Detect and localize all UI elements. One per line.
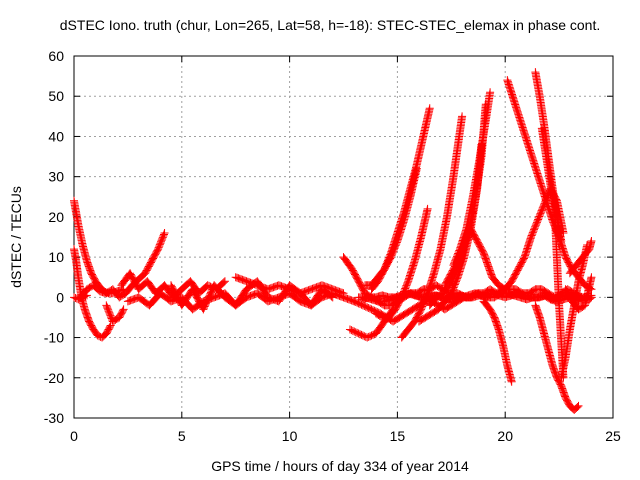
x-tick-label: 25 bbox=[605, 428, 621, 444]
data-point bbox=[338, 288, 347, 297]
data-point bbox=[118, 306, 127, 315]
plot-frame bbox=[73, 55, 614, 419]
data-point bbox=[159, 230, 168, 239]
data-point bbox=[507, 377, 516, 386]
data-series bbox=[361, 164, 421, 290]
data-series bbox=[371, 204, 432, 322]
y-tick-label: 10 bbox=[48, 249, 64, 265]
data-point bbox=[218, 279, 227, 288]
data-series bbox=[479, 297, 516, 386]
y-tick-label: 30 bbox=[48, 169, 64, 185]
x-tick-label: 10 bbox=[282, 428, 298, 444]
x-tick-label: 0 bbox=[70, 428, 78, 444]
tick-labels: 0 5 10 15 20 25 -30 -20 -10 0 10 20 30 40 50 60 bbox=[44, 48, 621, 444]
data-point bbox=[458, 112, 467, 121]
data-series bbox=[397, 112, 467, 342]
chart-title: dSTEC Iono. truth (chur, Lon=265, Lat=58… bbox=[60, 17, 600, 33]
data-series bbox=[449, 88, 495, 270]
data-points bbox=[70, 68, 596, 414]
data-series bbox=[531, 301, 583, 414]
data-series bbox=[231, 273, 348, 298]
x-tick-label: 15 bbox=[390, 428, 406, 444]
data-point bbox=[587, 273, 596, 282]
data-point bbox=[573, 402, 582, 411]
data-point bbox=[160, 228, 169, 237]
data-point bbox=[220, 277, 229, 286]
y-tick-label: 20 bbox=[48, 209, 64, 225]
data-point bbox=[572, 403, 581, 412]
y-tick-label: -10 bbox=[44, 330, 64, 346]
y-tick-label: -30 bbox=[44, 410, 64, 426]
data-point bbox=[106, 321, 115, 330]
y-tick-label: 60 bbox=[48, 48, 64, 64]
data-point bbox=[425, 104, 434, 113]
data-point bbox=[486, 88, 495, 97]
x-axis-label: GPS time / hours of day 334 of year 2014 bbox=[211, 458, 469, 474]
data-point bbox=[587, 237, 596, 246]
data-series bbox=[561, 273, 596, 314]
data-point bbox=[587, 293, 596, 302]
data-point bbox=[105, 322, 114, 331]
data-point bbox=[423, 204, 432, 213]
data-series bbox=[102, 301, 128, 326]
y-tick-label: -20 bbox=[44, 370, 64, 386]
y-tick-label: 0 bbox=[56, 289, 64, 305]
y-axis-label: dSTEC / TECUs bbox=[8, 186, 24, 288]
y-tick-label: 40 bbox=[48, 128, 64, 144]
data-point bbox=[557, 237, 566, 246]
x-tick-label: 20 bbox=[497, 428, 513, 444]
data-point bbox=[574, 401, 583, 410]
data-point bbox=[119, 305, 128, 314]
data-point bbox=[339, 289, 348, 298]
data-point bbox=[412, 164, 421, 173]
data-series bbox=[440, 224, 510, 294]
data-series bbox=[367, 104, 434, 294]
data-series bbox=[565, 237, 596, 278]
data-point bbox=[219, 278, 228, 287]
data-point bbox=[327, 292, 336, 301]
data-point bbox=[328, 293, 337, 302]
x-tick-label: 5 bbox=[178, 428, 186, 444]
y-tick-label: 50 bbox=[48, 88, 64, 104]
